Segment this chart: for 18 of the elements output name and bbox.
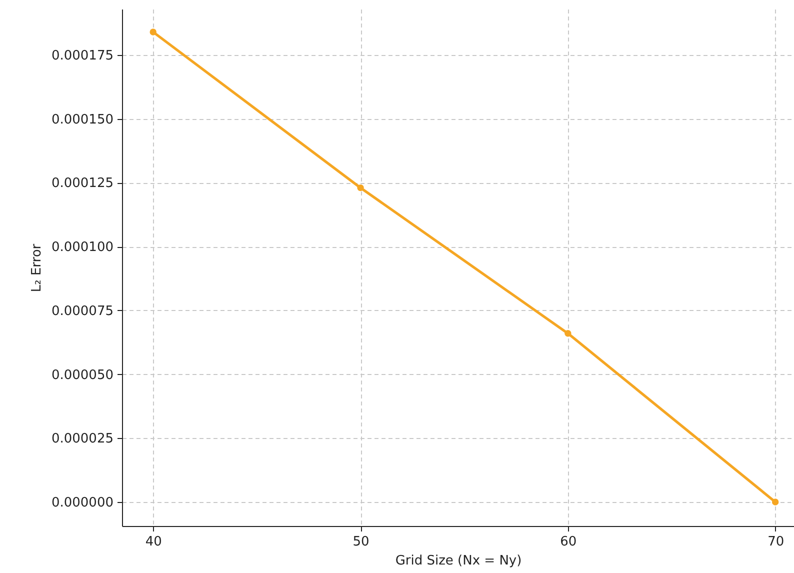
y-tick-label: 0.000025	[51, 432, 114, 447]
x-tick-label: 40	[145, 534, 162, 550]
x-tick-label: 70	[768, 534, 784, 550]
y-tick-label: 0.000050	[51, 368, 114, 383]
y-axis-title: L₂ Error	[29, 243, 44, 292]
point	[357, 184, 364, 192]
point	[150, 28, 156, 36]
x-axis-title: Grid Size (Nx = Ny)	[395, 554, 522, 568]
y-tick-label: 0.000075	[51, 304, 114, 319]
x-tick-label: 50	[352, 534, 370, 550]
y-tick-label: 0.000100	[51, 240, 114, 256]
y-tick-label: 0.000125	[51, 176, 114, 192]
y-tick-label: 0.000150	[51, 112, 114, 128]
point	[772, 498, 779, 506]
x-tick-label: 60	[560, 534, 577, 550]
point	[564, 330, 572, 337]
y-tick-label: 0.000175	[51, 48, 114, 64]
y-tick-label: 0.000000	[51, 495, 114, 510]
